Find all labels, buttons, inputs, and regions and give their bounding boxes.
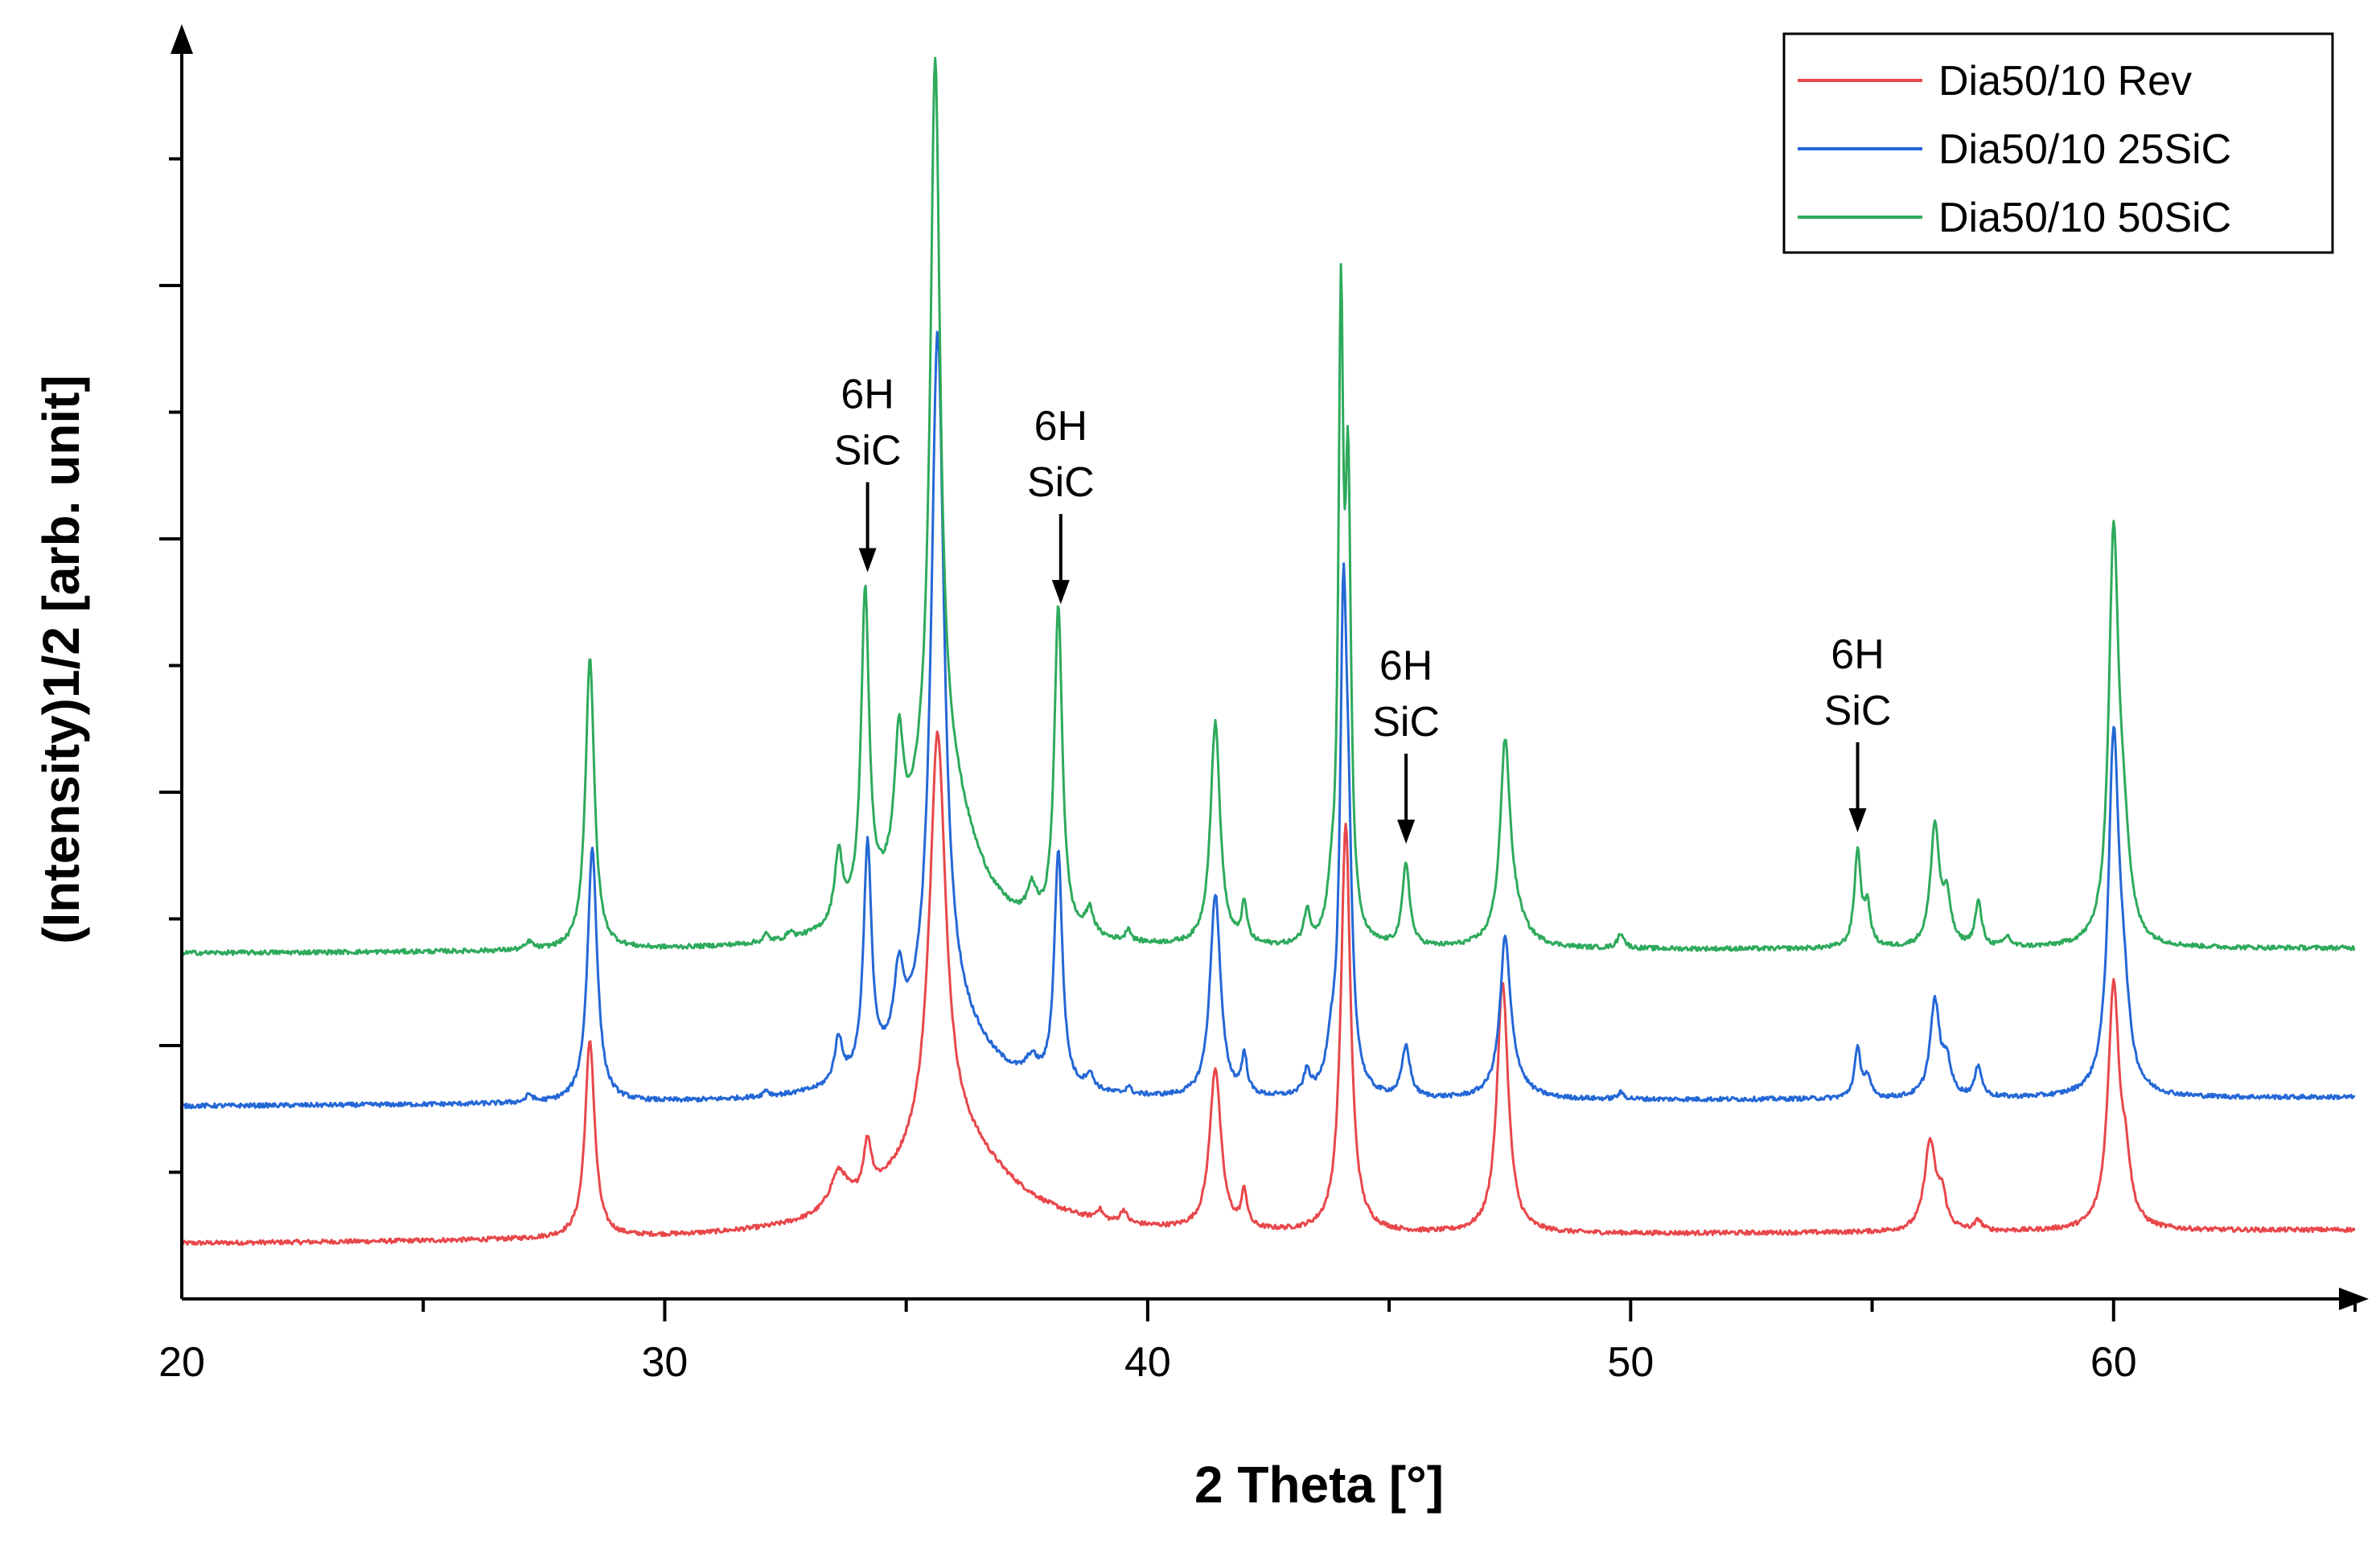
annotation-label-3-line2: SiC	[1824, 688, 1892, 734]
legend-label-50sic: Dia50/10 50SiC	[1938, 195, 2231, 241]
series-line-2	[182, 56, 2355, 956]
annotation-arrowhead-3	[1848, 807, 1867, 832]
x-tick-label: 50	[1607, 1339, 1654, 1386]
axes: 20 30 40 50 60	[158, 24, 2369, 1386]
annotation-label-1-line2: SiC	[1027, 459, 1095, 506]
annotation-arrowhead-2	[1397, 820, 1416, 844]
annotation-arrowhead-0	[858, 548, 877, 573]
series-layer	[182, 56, 2355, 1247]
series-line-0	[182, 730, 2355, 1247]
x-axis-title: 2 Theta [°]	[1194, 1456, 1444, 1514]
x-tick-label: 40	[1124, 1339, 1171, 1386]
x-tick-label: 60	[2090, 1339, 2137, 1386]
x-tick-label: 20	[158, 1339, 205, 1386]
legend: Dia50/10 Rev Dia50/10 25SiC Dia50/10 50S…	[1782, 32, 2334, 254]
annotation-label-0-line2: SiC	[834, 428, 902, 475]
annotations: 6H SiC 6H SiC 6H SiC 6H SiC	[834, 372, 1892, 844]
annotation-label-3-line1: 6H	[1831, 631, 1884, 678]
annotation-label-1-line1: 6H	[1034, 403, 1087, 450]
x-tick-label: 30	[642, 1339, 689, 1386]
legend-label-rev: Dia50/10 Rev	[1938, 58, 2192, 105]
annotation-label-2-line1: 6H	[1379, 643, 1433, 689]
legend-label-25sic: Dia50/10 25SiC	[1938, 126, 2231, 173]
series-line-1	[182, 331, 2355, 1110]
annotation-label-2-line2: SiC	[1372, 699, 1440, 746]
y-axis-arrowhead	[171, 24, 193, 54]
annotation-arrowhead-1	[1051, 580, 1070, 605]
y-axis-title: (Intensity)1/2 [arb. unit]	[32, 375, 90, 944]
annotation-label-0-line1: 6H	[841, 372, 894, 418]
